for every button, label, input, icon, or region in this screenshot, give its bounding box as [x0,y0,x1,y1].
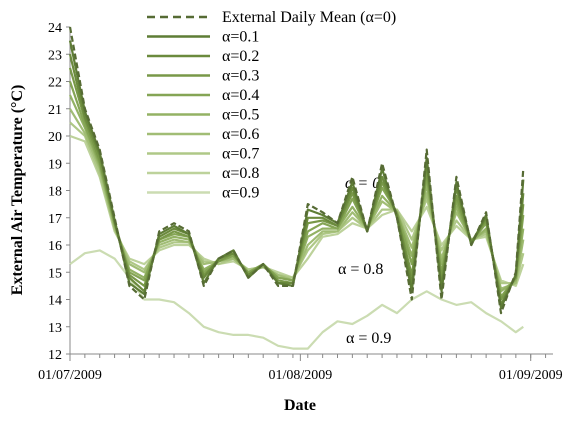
y-tick-label: 18 [48,185,62,200]
y-tick-label: 14 [48,294,62,309]
legend-label: α=0.2 [222,48,259,65]
annotation: α = 0.9 [346,330,391,347]
y-tick-label: 19 [48,157,62,172]
legend-label: α=0.3 [222,68,259,85]
y-tick-label: 20 [48,130,62,145]
x-tick-label: 01/08/2009 [268,368,332,383]
y-tick-label: 24 [48,21,62,36]
y-tick-label: 16 [48,239,62,254]
x-axis-label: Date [284,397,316,414]
legend-label: α=0.4 [222,87,259,104]
y-tick-label: 15 [48,266,62,281]
legend-label: α=0.1 [222,29,259,46]
series-line [69,134,525,287]
y-tick-label: 12 [48,348,62,363]
y-axis-label: External Air Temperature (°C) [9,85,26,296]
x-tick-label: 01/07/2009 [38,368,102,383]
series-line [69,249,524,350]
legend-label: α=0.7 [222,146,259,163]
legend-label: α=0.6 [222,126,259,143]
legend-label: External Daily Mean (α=0) [222,9,396,26]
y-tick-label: 21 [48,103,62,118]
y-tick-label: 22 [48,76,62,91]
annotation: α = 0.8 [338,261,383,278]
y-tick-label: 13 [48,321,62,336]
x-tick-label: 01/09/2009 [499,368,563,383]
legend-label: α=0.5 [222,107,259,124]
legend-label: α=0.9 [222,185,259,202]
y-tick-label: 17 [48,212,62,227]
y-tick-label: 23 [48,48,62,63]
legend-label: α=0.8 [222,165,259,182]
series-line [68,26,525,315]
